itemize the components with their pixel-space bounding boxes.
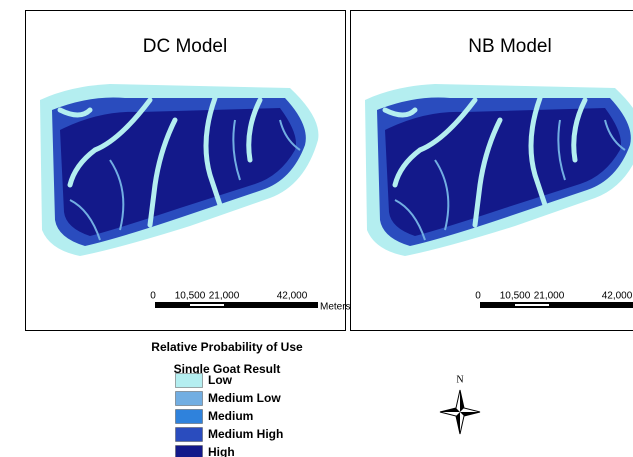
legend-swatch (175, 409, 203, 424)
terrain-map (365, 84, 633, 256)
scale-label: 0 (475, 291, 481, 302)
scale-unit: Meters (320, 302, 351, 313)
legend-subtitle: Single Goat Result (174, 362, 281, 376)
legend-label: Medium (208, 409, 253, 423)
north-arrow: N (439, 374, 481, 435)
legend-swatch (175, 427, 203, 442)
scale-label: 21,000 (209, 291, 240, 302)
panel-title: DC Model (143, 36, 227, 57)
scale-label: 0 (150, 291, 156, 302)
scale-label: 10,500 (175, 291, 206, 302)
legend-swatch (175, 391, 203, 406)
map-panel: DC Model 0 10,500 21,000 42,000 Meters (25, 10, 351, 331)
scale-bar (155, 302, 318, 308)
legend-swatch (175, 445, 203, 457)
scale-label: 42,000 (602, 291, 633, 302)
arrow-shade (440, 390, 480, 434)
legend-swatch (175, 373, 203, 388)
scale-label: 21,000 (534, 291, 565, 302)
legend-label: Low (208, 373, 233, 387)
scale-label: 10,500 (500, 291, 531, 302)
legend-title: Relative Probability of Use (151, 340, 303, 354)
terrain-map (40, 84, 318, 256)
legend-label: Medium High (208, 427, 283, 441)
legend-label: Medium Low (208, 391, 281, 405)
panel-frame (25, 10, 346, 331)
scale-bar-segment (515, 304, 549, 306)
scale-bar (480, 302, 633, 308)
scale-label: 42,000 (277, 291, 308, 302)
panel-frame (350, 10, 633, 331)
legend-label: High (208, 445, 235, 457)
north-label: N (456, 374, 463, 385)
scale-bar-segment (190, 304, 224, 306)
panel-title: NB Model (468, 36, 551, 57)
